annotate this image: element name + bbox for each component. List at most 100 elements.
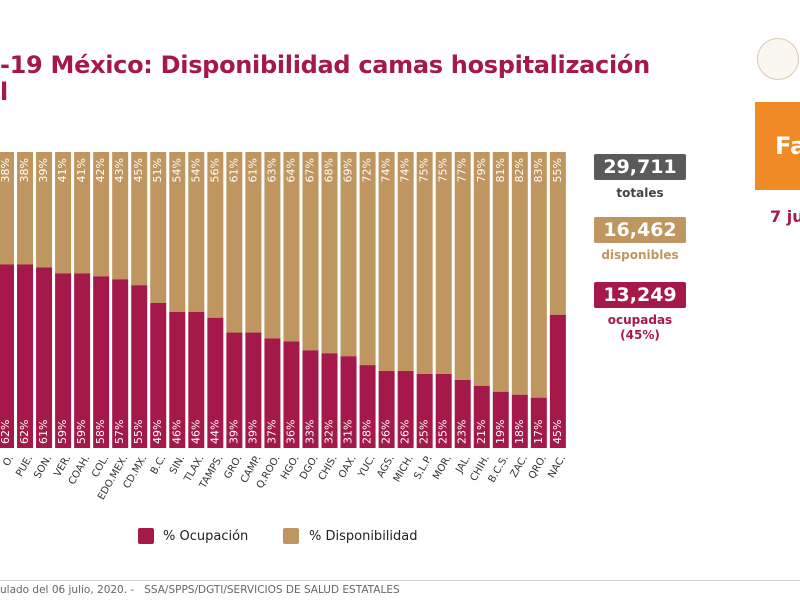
bar-occupancy-6 [112, 279, 129, 448]
label-occupancy-23: 25% [437, 420, 450, 444]
bar-occupancy-25 [473, 385, 490, 448]
label-occupancy-29: 45% [551, 420, 564, 444]
bar-occupancy-9 [169, 311, 186, 448]
label-occupancy-5: 58% [94, 420, 107, 444]
label-availability-20: 74% [380, 158, 393, 182]
total-beds-value: 29,711 [594, 154, 686, 180]
label-availability-15: 64% [284, 158, 297, 182]
side-banner: Fa [755, 102, 800, 190]
bar-occupancy-20 [378, 371, 395, 448]
available-beds-label: disponibles [601, 248, 679, 262]
category-label-28: QRO. [527, 454, 549, 482]
category-label-21: MICH. [392, 454, 416, 485]
category-label-24: JAL. [454, 454, 473, 476]
bar-occupancy-2 [36, 267, 53, 448]
bar-availability-18 [340, 152, 357, 357]
bar-availability-12 [226, 152, 243, 333]
label-occupancy-4: 59% [75, 420, 88, 444]
bar-availability-10 [188, 152, 205, 312]
category-label-18: OAX. [337, 454, 359, 481]
side-banner-label: Fa [775, 132, 800, 160]
label-occupancy-26: 19% [494, 420, 507, 444]
label-occupancy-16: 33% [303, 420, 316, 444]
label-availability-26: 81% [494, 158, 507, 182]
category-label-9: SIN. [168, 454, 188, 477]
legend-label-occupancy: % Ocupación [163, 529, 249, 544]
bar-occupancy-17 [321, 353, 338, 448]
bar-occupancy-1 [17, 264, 34, 448]
chart-title: -19 México: Disponibilidad camas hospita… [0, 50, 650, 106]
bar-occupancy-7 [131, 285, 148, 448]
bar-availability-2 [36, 152, 53, 268]
bar-availability-24 [454, 152, 471, 380]
bar-availability-25 [473, 152, 490, 386]
footer-source: ulado del 06 julio, 2020. - SSA/SPPS/DGT… [0, 584, 400, 596]
bar-availability-16 [302, 152, 319, 351]
occupied-beds-value: 13,249 [594, 282, 686, 308]
label-availability-21: 74% [399, 158, 412, 182]
label-occupancy-11: 44% [208, 420, 221, 444]
label-availability-2: 39% [37, 158, 50, 182]
footer-divider [0, 580, 800, 581]
label-occupancy-9: 46% [170, 420, 183, 444]
bar-availability-23 [435, 152, 452, 374]
label-availability-8: 51% [151, 158, 164, 182]
label-availability-9: 54% [170, 158, 183, 182]
bar-availability-19 [359, 152, 376, 366]
bar-occupancy-29 [549, 314, 566, 448]
label-occupancy-18: 31% [342, 420, 355, 444]
title-line-2: l [0, 78, 8, 106]
available-beds-value: 16,462 [594, 217, 686, 243]
bar-occupancy-8 [150, 302, 167, 448]
bar-availability-3 [55, 152, 72, 274]
label-occupancy-3: 59% [56, 420, 69, 444]
label-occupancy-21: 26% [399, 420, 412, 444]
occupied-beds-percent: (45%) [620, 328, 660, 342]
date-label: 7 ju [770, 207, 800, 226]
bar-availability-17 [321, 152, 338, 354]
bar-availability-15 [283, 152, 300, 342]
label-occupancy-15: 36% [284, 420, 297, 444]
bar-availability-11 [207, 152, 224, 318]
bar-occupancy-5 [93, 276, 110, 448]
label-availability-4: 41% [75, 158, 88, 182]
label-occupancy-6: 57% [113, 420, 126, 444]
bar-occupancy-19 [359, 365, 376, 448]
bar-availability-9 [169, 152, 186, 312]
bar-occupancy-28 [530, 397, 547, 448]
label-occupancy-1: 62% [18, 420, 31, 444]
label-availability-1: 38% [18, 158, 31, 182]
label-occupancy-20: 26% [380, 420, 393, 444]
label-occupancy-14: 37% [265, 420, 278, 444]
total-beds-label: totales [616, 186, 664, 200]
label-occupancy-10: 46% [189, 420, 202, 444]
bar-availability-26 [492, 152, 509, 392]
bar-availability-1 [17, 152, 34, 265]
category-label-8: B.C. [149, 454, 169, 477]
label-availability-18: 69% [342, 158, 355, 182]
label-occupancy-19: 28% [361, 420, 374, 444]
bar-availability-4 [74, 152, 91, 274]
occupied-beds-label: ocupadas [607, 313, 673, 327]
label-availability-27: 82% [513, 158, 526, 182]
bar-availability-22 [416, 152, 433, 374]
label-availability-22: 75% [418, 158, 431, 182]
bar-occupancy-0 [0, 264, 14, 448]
bar-occupancy-23 [435, 374, 452, 448]
label-availability-14: 63% [265, 158, 278, 182]
bar-occupancy-18 [340, 356, 357, 448]
bar-occupancy-11 [207, 317, 224, 448]
label-availability-28: 83% [532, 158, 545, 182]
label-availability-17: 68% [323, 158, 336, 182]
bar-availability-7 [131, 152, 148, 286]
bar-occupancy-22 [416, 374, 433, 448]
label-availability-25: 79% [475, 158, 488, 182]
label-occupancy-12: 39% [227, 420, 240, 444]
label-occupancy-27: 18% [513, 420, 526, 444]
label-availability-23: 75% [437, 158, 450, 182]
bar-availability-0 [0, 152, 14, 265]
label-occupancy-22: 25% [418, 420, 431, 444]
bar-occupancy-24 [454, 379, 471, 448]
legend-label-availability: % Disponibilidad [309, 529, 418, 544]
label-occupancy-13: 39% [246, 420, 259, 444]
